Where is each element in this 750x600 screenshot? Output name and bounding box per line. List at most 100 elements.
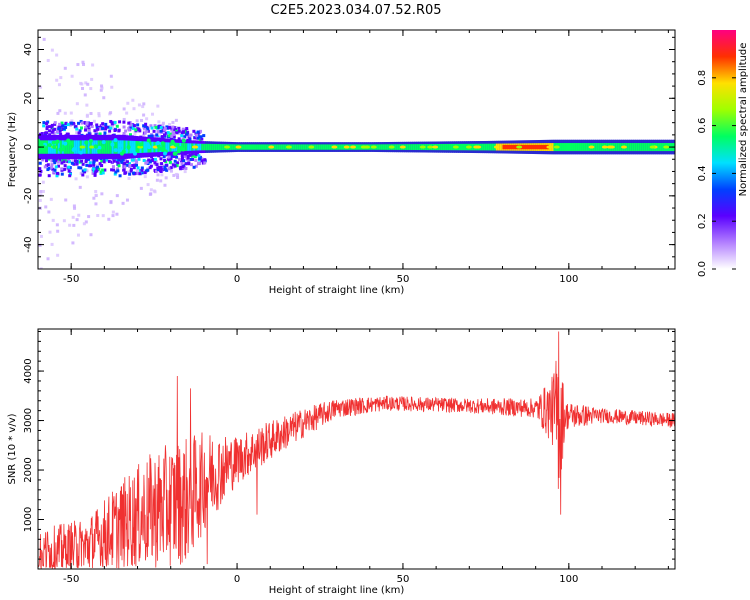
spectrogram-cell	[58, 129, 62, 133]
band-hotspot	[47, 143, 52, 148]
spectrogram-cell	[181, 165, 185, 169]
spectrogram-cell	[68, 123, 72, 127]
spectrogram-cell	[78, 129, 82, 133]
band-core	[499, 143, 503, 151]
spectrogram-cell	[47, 210, 51, 214]
colorbar: 0.0 0.2 0.4 0.6 0.8 Normalized spectral ampli…	[697, 30, 749, 277]
spectrogram-cell	[52, 131, 56, 135]
spectrogram-cell	[131, 164, 135, 168]
band-core	[615, 143, 618, 152]
spectrogram-cell	[148, 160, 152, 164]
band-hotspot	[419, 145, 426, 149]
band-hotspot	[308, 145, 315, 149]
spectrogram-cell	[75, 131, 79, 135]
spectrogram-cell	[50, 126, 54, 130]
y-tick-label: 20	[23, 92, 34, 105]
spectrogram-cell	[102, 96, 106, 100]
spectrogram-cell	[163, 133, 167, 137]
colorbar-tick-label: 0.8	[697, 70, 708, 86]
spectrogram-cell	[154, 125, 158, 129]
snr-frame	[37, 328, 676, 570]
band-core	[617, 143, 620, 152]
band-hotspot	[268, 145, 275, 149]
spectrogram-cell	[200, 137, 204, 141]
band-hotspot	[176, 149, 181, 154]
spectrogram-cell	[91, 171, 95, 175]
spectrogram-cell	[185, 128, 189, 132]
spectrogram-cell	[157, 120, 161, 124]
spectrogram-cell	[94, 193, 98, 197]
spectrogram-cell	[153, 161, 157, 165]
spectrogram-cell	[122, 125, 126, 129]
band-core	[629, 143, 632, 152]
spectrogram-cell	[196, 136, 200, 140]
spectrogram-cell	[75, 218, 79, 222]
spectrogram-cell	[102, 125, 106, 129]
spectrogram-cell	[115, 212, 119, 216]
spectrogram-cell	[134, 128, 138, 132]
spectrogram-cell	[112, 127, 116, 131]
spectrogram-cell	[57, 83, 61, 87]
spectrogram-cell	[142, 158, 146, 162]
band-hotspot	[118, 143, 123, 148]
spectrogram-cell	[163, 165, 167, 169]
spectrogram-cell	[75, 127, 79, 131]
band-core	[282, 144, 286, 150]
spectrogram-cell	[89, 121, 93, 125]
colorbar-tick-label: 0.6	[697, 118, 708, 134]
spectrogram-cell	[89, 158, 93, 162]
band-core	[276, 144, 280, 150]
band-core	[103, 140, 107, 154]
spectrogram-cell	[142, 113, 146, 117]
spectrogram-cell	[39, 234, 43, 238]
spectrogram-cell	[182, 155, 186, 159]
band-core	[296, 144, 300, 150]
spectrogram-cell	[113, 172, 117, 176]
spectrogram-cell	[182, 159, 186, 163]
spectrogram-cell	[48, 125, 52, 129]
spectrogram-cell	[164, 176, 168, 180]
band-core	[597, 143, 600, 152]
band-core	[575, 143, 579, 152]
spectrogram-cell	[56, 164, 60, 168]
spectrogram-cell	[118, 120, 122, 124]
band-hotspot	[285, 145, 292, 149]
spectrogram-cell	[144, 122, 148, 126]
spectrogram-cell	[117, 158, 121, 162]
band-core	[143, 141, 147, 153]
spectrogram-cell	[125, 163, 129, 167]
band-core	[635, 143, 638, 152]
band-core	[585, 143, 589, 152]
spectrogram-cell	[55, 78, 59, 82]
spectrogram-cell	[203, 158, 207, 162]
spectrogram-cell	[132, 166, 136, 170]
spectrogram-cell	[174, 118, 178, 122]
band-hotspot	[88, 138, 93, 143]
spectrogram-cell	[42, 124, 46, 128]
band-hotspot	[130, 146, 135, 151]
band-core	[491, 143, 495, 151]
spectrogram-cell	[81, 173, 85, 177]
spectrogram-cell	[163, 167, 167, 171]
x-tick-label: 0	[234, 574, 240, 585]
band-hotspot	[52, 145, 57, 150]
band-core	[215, 144, 218, 151]
spectrogram-cell	[84, 220, 88, 224]
spectrogram-cell	[171, 120, 175, 124]
spectrogram-cell	[132, 124, 136, 128]
spectrogram-cell	[153, 124, 157, 128]
colorbar-label: Normalized spectral amplitude	[738, 43, 749, 197]
spectrogram-cell	[66, 123, 70, 127]
spectrogram-cell	[85, 103, 89, 107]
spectrogram-cell	[162, 155, 166, 159]
spectrogram-cell	[172, 173, 176, 177]
spectrogram-cell	[126, 170, 130, 174]
band-core	[185, 143, 188, 151]
spectrogram-cell	[88, 164, 92, 168]
spectrogram-cell	[144, 161, 148, 165]
spectrogram-cell	[159, 157, 163, 161]
spectrogram-cell	[49, 197, 53, 201]
spectrogram-cell	[108, 129, 112, 133]
band-core	[565, 143, 569, 152]
